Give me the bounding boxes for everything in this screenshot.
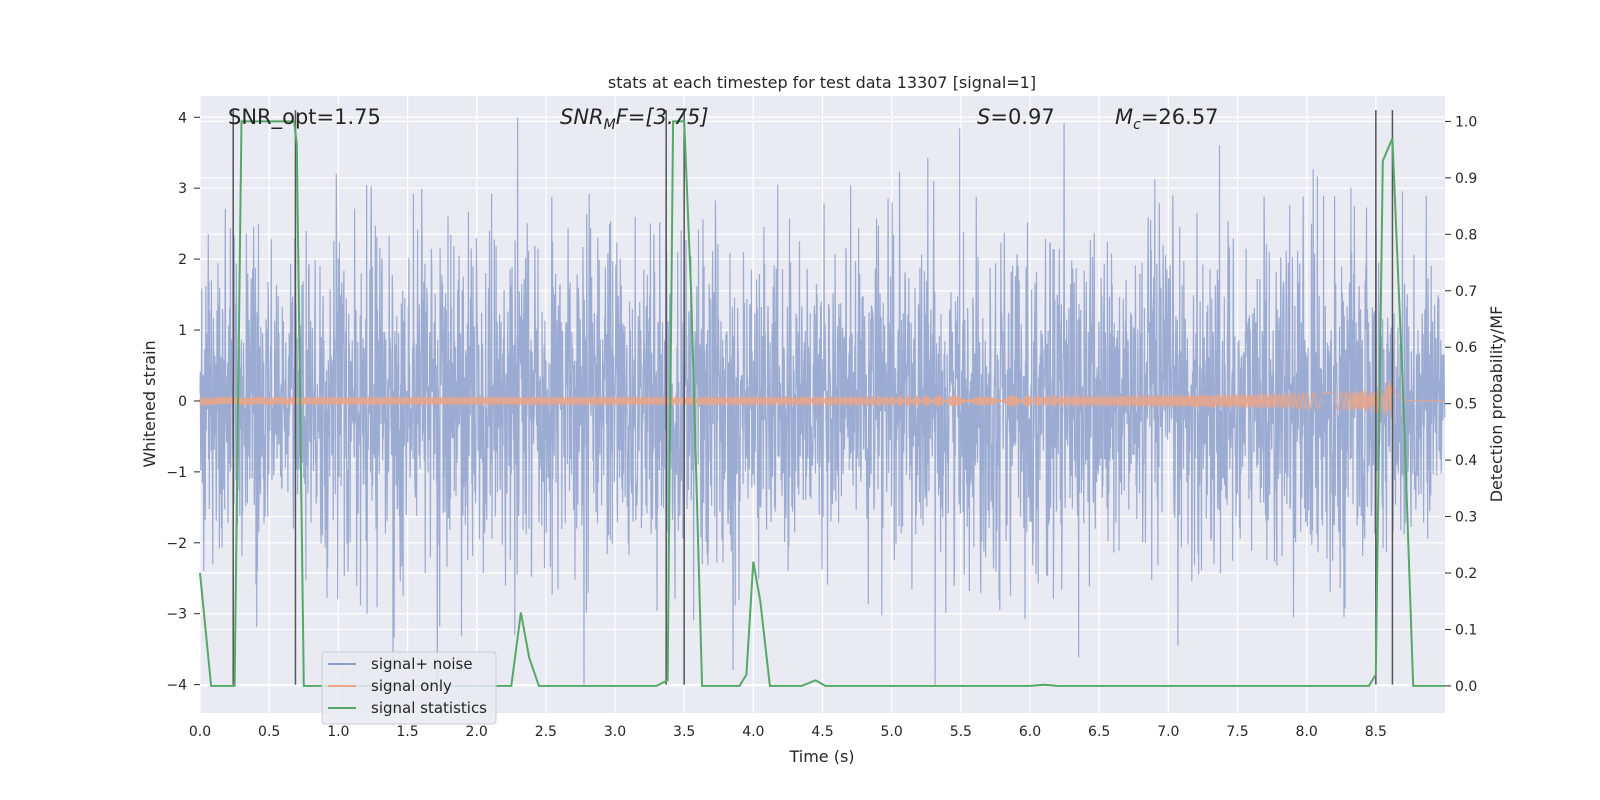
annotation-s-main: S [977, 105, 990, 129]
annotation-snr-opt: SNR_opt=1.75 [228, 105, 381, 130]
y-tick-label: 0 [178, 394, 187, 410]
x-tick-label: 6.5 [1088, 724, 1110, 740]
y-tick-label: −2 [166, 536, 187, 552]
y2-tick-label: 0.3 [1455, 510, 1477, 526]
y-tick-label: 3 [178, 181, 187, 197]
x-tick-label: 6.0 [1019, 724, 1041, 740]
x-tick-label: 1.5 [396, 724, 418, 740]
annotation-snr-mf-rest: F=[3.75] [616, 105, 709, 129]
y-tick-label: 4 [178, 110, 187, 126]
legend-box [321, 651, 497, 725]
x-tick-label: 2.5 [535, 724, 557, 740]
y-tick-label: −3 [166, 607, 187, 623]
series-signal-only [199, 380, 1445, 419]
x-tick-label: 8.5 [1365, 724, 1387, 740]
vertical-markers [232, 110, 1394, 685]
y2-tick-label: 0.5 [1455, 397, 1477, 413]
x-tick-label: 1.0 [327, 724, 349, 740]
legend-label-signal-statistics: signal statistics [371, 699, 487, 717]
annotation-snr-mf-sub: M [604, 117, 616, 133]
y-tick-label: −1 [166, 465, 187, 481]
x-tick-label: 7.0 [1157, 724, 1179, 740]
x-tick-label: 0.0 [189, 724, 211, 740]
series-signal-plus-noise [199, 117, 1446, 685]
y2-tick-label: 0.0 [1455, 679, 1477, 695]
legend: signal+ noise signal only signal statist… [321, 651, 497, 725]
x-tick-label: 5.5 [950, 724, 972, 740]
x-axis-label: Time (s) [788, 747, 854, 766]
y2-tick-label: 0.4 [1455, 453, 1477, 469]
annotation-mc-rest: =26.57 [1141, 105, 1219, 129]
x-tick-label: 4.5 [811, 724, 833, 740]
signal-plus-noise-line [199, 117, 1446, 685]
y2-axis-label: Detection probability/MF [1487, 306, 1506, 503]
annotation-snr-mf: SNRMF=[3.75] [560, 105, 709, 133]
y2-tick-label: 0.1 [1455, 622, 1477, 638]
x-tick-label: 2.0 [466, 724, 488, 740]
y-tick-label: 1 [178, 323, 187, 339]
y2-tick-label: 0.8 [1455, 227, 1477, 243]
y2-tick-label: 0.6 [1455, 340, 1477, 356]
chart-title: stats at each timestep for test data 133… [608, 73, 1036, 92]
y2-tick-label: 0.2 [1455, 566, 1477, 582]
y2-tick-label: 0.7 [1455, 284, 1477, 300]
annotation-mc-sub: c [1133, 117, 1141, 133]
axis-ticks: 0.0 0.5 1.0 1.5 2.0 2.5 3.0 3.5 4.0 4.5 5.0 5.5 6.0 6… [166, 110, 1477, 740]
signal-only-line [199, 380, 1445, 419]
y-axis-label: Whitened strain [140, 340, 159, 467]
x-tick-label: 7.5 [1226, 724, 1248, 740]
x-tick-label: 0.5 [258, 724, 280, 740]
annotation-snr-mf-main: SNR [560, 105, 604, 129]
y2-tick-label: 0.9 [1455, 171, 1477, 187]
x-tick-label: 3.0 [604, 724, 626, 740]
annotation-s: S=0.97 [977, 105, 1055, 129]
series-signal-statistics [199, 120, 1445, 687]
y-tick-label: 2 [178, 252, 187, 268]
legend-label-signal-only: signal only [371, 677, 452, 695]
y-tick-label: −4 [166, 678, 187, 694]
x-tick-label: 8.0 [1296, 724, 1318, 740]
x-tick-label: 4.0 [742, 724, 764, 740]
annotation-mc: Mc=26.57 [1115, 105, 1219, 133]
signal-statistics-line [199, 120, 1445, 687]
annotation-mc-main: M [1115, 105, 1133, 129]
y2-tick-label: 1.0 [1455, 114, 1477, 130]
x-tick-label: 3.5 [673, 724, 695, 740]
legend-label-signal-plus-noise: signal+ noise [371, 655, 473, 673]
annotation-s-rest: =0.97 [990, 105, 1054, 129]
x-tick-label: 5.0 [881, 724, 903, 740]
